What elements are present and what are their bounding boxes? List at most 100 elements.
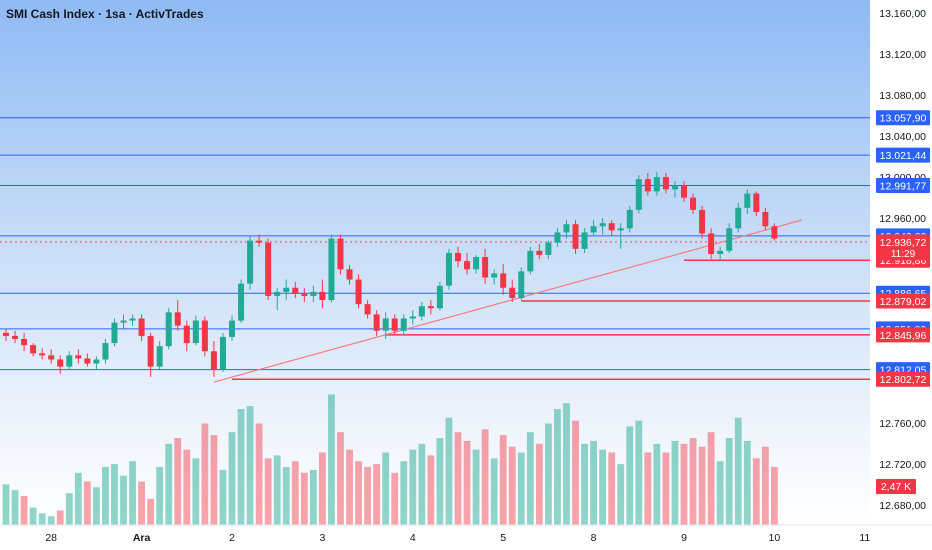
volume-bar: [201, 423, 209, 525]
candle-body: [726, 228, 733, 251]
volume-bar: [481, 429, 489, 525]
candle-body: [671, 185, 678, 190]
candle-body: [409, 316, 416, 319]
volume-bar: [535, 443, 543, 525]
candle-body: [147, 335, 154, 367]
volume-bar: [644, 452, 652, 525]
volume-bar: [409, 449, 417, 525]
candle-body: [120, 320, 127, 323]
candle-body: [464, 261, 471, 270]
volume-bar: [237, 409, 245, 525]
candle-body: [762, 211, 769, 227]
candle-body: [201, 320, 208, 352]
volume-bar: [653, 443, 661, 525]
candle-body: [373, 314, 380, 331]
x-tick-label: 8: [591, 532, 597, 544]
volume-bar: [147, 498, 155, 525]
volume-bar: [300, 472, 308, 525]
volume-bar: [608, 452, 616, 525]
candle-body: [771, 226, 778, 239]
volume-bar: [174, 438, 182, 525]
volume-bar: [626, 426, 634, 525]
volume-bar: [2, 484, 10, 525]
current-price-badge-label: 12.936,72: [880, 237, 927, 249]
candle-body: [382, 318, 389, 331]
candle-body: [753, 193, 760, 212]
volume-bar: [635, 420, 643, 525]
volume-bar: [572, 420, 579, 525]
volume-bar: [364, 467, 371, 525]
volume-bar: [74, 472, 82, 525]
volume-bar: [291, 461, 299, 525]
volume-bar: [328, 394, 335, 525]
candle-body: [445, 252, 452, 286]
volume-bar: [111, 464, 118, 525]
volume-bar: [102, 467, 109, 525]
volume-bar: [255, 423, 263, 525]
candle-body: [572, 224, 579, 249]
candle-body: [328, 238, 335, 301]
candle-body: [536, 250, 543, 255]
candle-body: [482, 257, 489, 278]
volume-badge-label: 2,47 K: [881, 481, 911, 493]
candle-body: [581, 232, 588, 249]
volume-bar: [662, 452, 670, 525]
volume-bar: [391, 472, 399, 525]
volume-bar: [508, 446, 516, 525]
candle-body: [292, 287, 299, 294]
volume-bar: [517, 452, 525, 525]
x-tick-label: 4: [410, 532, 416, 544]
candle-body: [256, 240, 263, 243]
countdown-label: 11:29: [891, 249, 916, 260]
volume-bar: [219, 469, 227, 525]
volume-bar: [264, 458, 272, 525]
trendline[interactable]: [213, 219, 802, 383]
candle-body: [229, 320, 235, 337]
candle-body: [84, 358, 91, 364]
candle-body: [635, 179, 642, 210]
candle-body: [12, 335, 19, 339]
volume-bar: [183, 449, 191, 525]
candle-body: [219, 336, 226, 370]
x-tick-label: 10: [769, 532, 781, 544]
red-level-badge-label: 12.845,96: [880, 330, 927, 342]
y-tick-label: 12.760,00: [879, 418, 926, 430]
volume-bar: [499, 435, 507, 525]
y-tick-label: 13.120,00: [879, 49, 926, 61]
volume-bar: [581, 443, 588, 525]
candle-body: [156, 346, 163, 367]
candle-body: [165, 312, 172, 347]
candle-body: [617, 228, 624, 231]
volume-bar: [680, 443, 688, 525]
chart-title: SMI Cash Index · 1sa · ActivTrades: [6, 7, 204, 21]
volume-bar: [319, 452, 326, 525]
candle-body: [21, 338, 28, 346]
candle-body: [129, 318, 136, 321]
candle-body: [473, 257, 480, 270]
volume-bar: [418, 443, 426, 525]
candle-body: [48, 355, 55, 360]
volume-bar: [463, 440, 471, 525]
candle-body: [500, 273, 507, 288]
volume-bar: [563, 403, 570, 525]
candle-body: [509, 287, 516, 299]
volume-bar: [427, 455, 435, 525]
volume-bar: [210, 435, 218, 525]
volume-bar: [382, 452, 390, 525]
volume-bar: [246, 406, 254, 525]
candle-body: [265, 242, 272, 296]
candle-body: [735, 207, 742, 229]
volume-bar: [309, 469, 317, 525]
candle-body: [644, 179, 651, 192]
candle-body: [102, 343, 109, 360]
volume-bar: [771, 467, 778, 525]
red-level-badge: [876, 327, 930, 343]
candle-body: [563, 224, 570, 233]
x-tick-label: 3: [319, 532, 325, 544]
y-tick-label: 12.720,00: [879, 459, 926, 471]
volume-bar: [192, 458, 200, 525]
volume-bar: [734, 417, 742, 525]
plot-background: [0, 0, 870, 525]
candle-body: [337, 238, 344, 270]
